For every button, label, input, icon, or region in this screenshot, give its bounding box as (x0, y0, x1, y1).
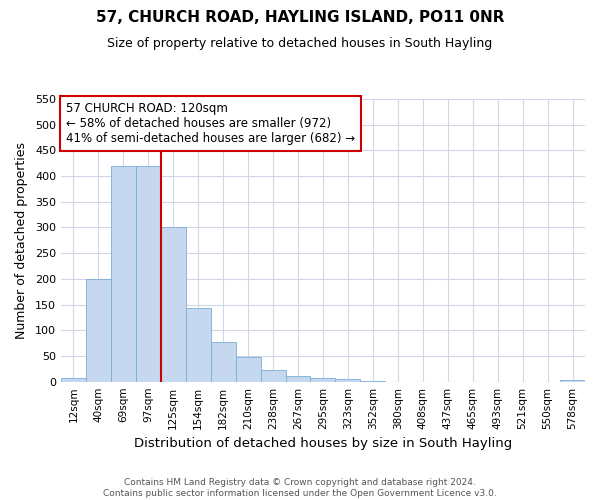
Text: 57 CHURCH ROAD: 120sqm
← 58% of detached houses are smaller (972)
41% of semi-de: 57 CHURCH ROAD: 120sqm ← 58% of detached… (66, 102, 355, 145)
Bar (136, 166, 161, 382)
Text: Contains HM Land Registry data © Crown copyright and database right 2024.
Contai: Contains HM Land Registry data © Crown c… (103, 478, 497, 498)
Bar (161, 228, 186, 382)
Bar (361, 380, 385, 382)
Text: Size of property relative to detached houses in South Hayling: Size of property relative to detached ho… (107, 38, 493, 51)
Bar (260, 370, 286, 382)
Bar (211, 342, 236, 382)
X-axis label: Distribution of detached houses by size in South Hayling: Distribution of detached houses by size … (134, 437, 512, 450)
Bar (86, 279, 111, 382)
Bar (61, 378, 86, 382)
Bar (186, 308, 211, 382)
Y-axis label: Number of detached properties: Number of detached properties (15, 142, 28, 339)
Bar (236, 357, 260, 382)
Bar (335, 379, 361, 382)
Bar (560, 380, 585, 382)
Text: 57, CHURCH ROAD, HAYLING ISLAND, PO11 0NR: 57, CHURCH ROAD, HAYLING ISLAND, PO11 0N… (96, 10, 504, 25)
Bar (310, 378, 335, 382)
Bar (286, 376, 310, 382)
Bar (111, 166, 136, 382)
